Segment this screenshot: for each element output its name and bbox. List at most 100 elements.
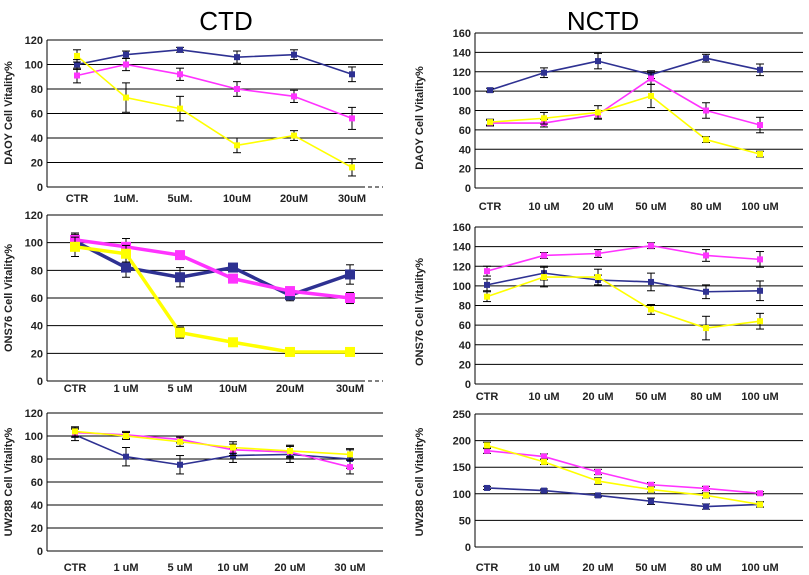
data-point xyxy=(123,433,129,439)
data-point xyxy=(234,54,240,61)
data-point xyxy=(287,447,293,454)
y-tick-label: 60 xyxy=(459,125,471,137)
series-line xyxy=(486,272,761,293)
y-tick-label: 0 xyxy=(465,183,471,195)
data-point xyxy=(349,164,355,171)
x-tick-label: 5 uM xyxy=(167,383,192,395)
chart-nctd-uw288: 0 50 100 150 200 250 CTR 10 uM 20 uM 50 uM 80 uM 10… xyxy=(414,409,803,574)
chart-nctd-daoy: 0 20 40 60 80 100 120 140 160 CTR 10 uM 20 uM 50 uM 8… xyxy=(414,28,803,213)
data-point xyxy=(595,58,601,65)
data-point xyxy=(70,241,80,252)
series-yellow xyxy=(483,441,764,508)
data-point xyxy=(757,151,763,158)
x-tick-label: 20 uM xyxy=(274,562,305,574)
data-point xyxy=(123,51,129,58)
y-tick-label: 50 xyxy=(459,515,471,527)
y-tick-label: 40 xyxy=(31,133,43,145)
data-point xyxy=(648,242,654,249)
y-tick-label: 120 xyxy=(25,408,43,420)
data-point xyxy=(74,72,80,79)
data-point xyxy=(291,93,297,100)
x-tick-label: 50 uM xyxy=(635,391,666,403)
y-tick-label: 100 xyxy=(25,238,43,250)
x-tick-label: CTR xyxy=(64,383,87,395)
x-tick-label: 20 uM xyxy=(582,562,613,574)
x-tick-label: 10 uM xyxy=(528,201,559,213)
x-tick-label: 100 uM xyxy=(741,391,778,403)
x-tick-label: 50 uM xyxy=(635,201,666,213)
series-line xyxy=(74,431,351,468)
data-point xyxy=(487,87,493,94)
y-tick-label: 20 xyxy=(459,164,471,176)
data-point xyxy=(487,119,493,126)
data-point xyxy=(648,278,654,285)
series-line xyxy=(74,430,351,456)
x-tick-label: 10 uM xyxy=(528,562,559,574)
y-axis-label: ONS76 Cell Vitality% xyxy=(3,244,15,352)
series-line xyxy=(74,238,351,300)
data-point xyxy=(345,269,355,280)
x-tick-label: 10 uM xyxy=(528,391,559,403)
data-point xyxy=(349,115,355,122)
series-yellow xyxy=(70,236,355,357)
x-tick-label: 20 uM xyxy=(582,391,613,403)
x-tick-label: 5 uM xyxy=(167,562,192,574)
data-point xyxy=(757,256,763,263)
x-tick-label: 30 uM xyxy=(334,562,365,574)
data-point xyxy=(230,444,236,451)
x-tick-label: 10 uM xyxy=(217,562,248,574)
data-point xyxy=(123,453,129,460)
data-point xyxy=(123,94,129,101)
y-tick-label: 250 xyxy=(453,409,471,421)
y-tick-label: 60 xyxy=(459,320,471,332)
x-tick-label: CTR xyxy=(479,201,502,213)
series-blue xyxy=(486,52,764,94)
data-point xyxy=(177,461,183,468)
y-tick-label: 40 xyxy=(31,321,43,333)
data-point xyxy=(228,337,238,348)
data-point xyxy=(703,107,709,114)
y-tick-label: 80 xyxy=(31,454,43,466)
data-point xyxy=(648,92,654,99)
data-point xyxy=(541,115,547,122)
y-axis-label: UW288 Cell Vitality% xyxy=(414,427,426,536)
data-point xyxy=(595,492,601,499)
x-tick-label: 50 uM xyxy=(635,562,666,574)
data-point xyxy=(541,274,547,281)
data-point xyxy=(121,248,131,259)
x-tick-label: 1uM. xyxy=(113,193,138,205)
data-point xyxy=(648,75,654,82)
x-tick-label: 100 uM xyxy=(741,562,778,574)
y-tick-label: 60 xyxy=(31,293,43,305)
data-point xyxy=(648,486,654,493)
y-tick-label: 0 xyxy=(465,542,471,554)
data-point xyxy=(648,498,654,505)
y-tick-label: 80 xyxy=(459,106,471,118)
data-point xyxy=(484,268,490,275)
data-point xyxy=(484,293,490,300)
data-point xyxy=(541,453,547,460)
y-tick-label: 120 xyxy=(453,261,471,273)
data-point xyxy=(484,281,490,288)
x-tick-label: CTR xyxy=(64,562,87,574)
data-point xyxy=(703,325,709,332)
data-point xyxy=(121,262,131,273)
y-tick-label: 160 xyxy=(453,28,471,40)
series-magenta xyxy=(483,242,764,277)
y-axis-label: DAOY Cell Vitality% xyxy=(414,66,426,170)
data-point xyxy=(595,250,601,257)
x-tick-label: 100 uM xyxy=(741,201,778,213)
series-line xyxy=(74,434,351,466)
x-tick-label: CTR xyxy=(476,391,499,403)
data-point xyxy=(72,428,78,435)
y-tick-label: 20 xyxy=(31,523,43,535)
y-tick-label: 40 xyxy=(459,144,471,156)
data-point xyxy=(347,464,353,471)
data-point xyxy=(648,306,654,313)
data-point xyxy=(345,346,355,357)
x-tick-label: 80 uM xyxy=(690,391,721,403)
data-point xyxy=(484,484,490,491)
y-tick-label: 80 xyxy=(31,84,43,96)
x-tick-label: 20uM xyxy=(280,193,308,205)
